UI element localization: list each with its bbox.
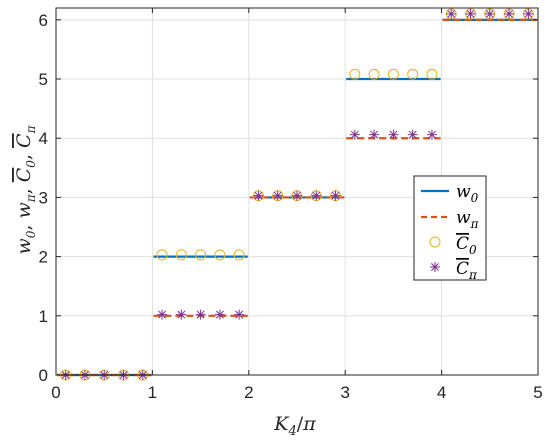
x-tick-label: 4	[437, 383, 446, 402]
cpi-point	[349, 129, 360, 140]
c0-point	[407, 68, 419, 80]
c0-point	[387, 68, 399, 80]
legend-cpi-swatch	[430, 262, 440, 272]
y-tick-label: 0	[39, 366, 48, 385]
cpi-point	[407, 129, 418, 140]
cpi-point	[465, 8, 476, 19]
cpi-point	[504, 8, 515, 19]
y-tick-label: 2	[39, 248, 48, 267]
cpi-point	[157, 309, 168, 320]
c0-point	[175, 249, 187, 261]
legend-box	[413, 175, 487, 281]
x-axis-label: K4/π	[273, 413, 316, 439]
c0-point	[233, 249, 245, 261]
y-tick-label: 5	[39, 70, 48, 89]
c0-point	[426, 68, 438, 80]
cpi-point	[272, 190, 283, 201]
y-tick-label: 3	[39, 188, 48, 207]
cpi-point	[253, 190, 264, 201]
axis-ticks: 0 1 2 3 4 5 0 1 2 3 4 5 6	[39, 8, 543, 402]
legend: w0 wπ C0 Cπ	[413, 175, 487, 282]
x-tick-label: 2	[244, 383, 253, 402]
x-tick-label: 5	[533, 383, 542, 402]
cpi-point	[195, 309, 206, 320]
y-tick-label: 6	[39, 11, 48, 30]
x-tick-label: 1	[148, 383, 157, 402]
cpi-point	[292, 190, 302, 201]
cpi-point	[311, 190, 322, 201]
legend-cpi-label: Cπ	[456, 259, 478, 282]
y-tick-label: 4	[39, 129, 48, 148]
cpi-point	[234, 309, 245, 320]
cpi-point	[330, 190, 341, 201]
legend-c0-label: C0	[456, 234, 477, 257]
cpi-point	[426, 129, 437, 140]
legend-c0-swatch	[429, 236, 441, 248]
x-tick-label: 0	[51, 383, 60, 402]
cpi-point	[484, 8, 495, 19]
c0-point	[156, 249, 168, 261]
c0-point	[214, 249, 226, 261]
c0-point	[368, 68, 380, 80]
c0-point	[349, 68, 361, 80]
cpi-point	[214, 309, 225, 320]
cpi-point	[369, 129, 380, 140]
cpi-point	[176, 309, 187, 320]
cpi-point	[523, 8, 534, 19]
cpi-point	[388, 129, 399, 140]
plot-frame	[55, 7, 539, 376]
x-tick-label: 3	[340, 383, 349, 402]
y-tick-label: 1	[39, 307, 48, 326]
cpi-point	[446, 8, 457, 19]
c0-point	[195, 249, 207, 261]
y-axis-label: w0, wπ, C0, Cπ	[13, 124, 38, 254]
